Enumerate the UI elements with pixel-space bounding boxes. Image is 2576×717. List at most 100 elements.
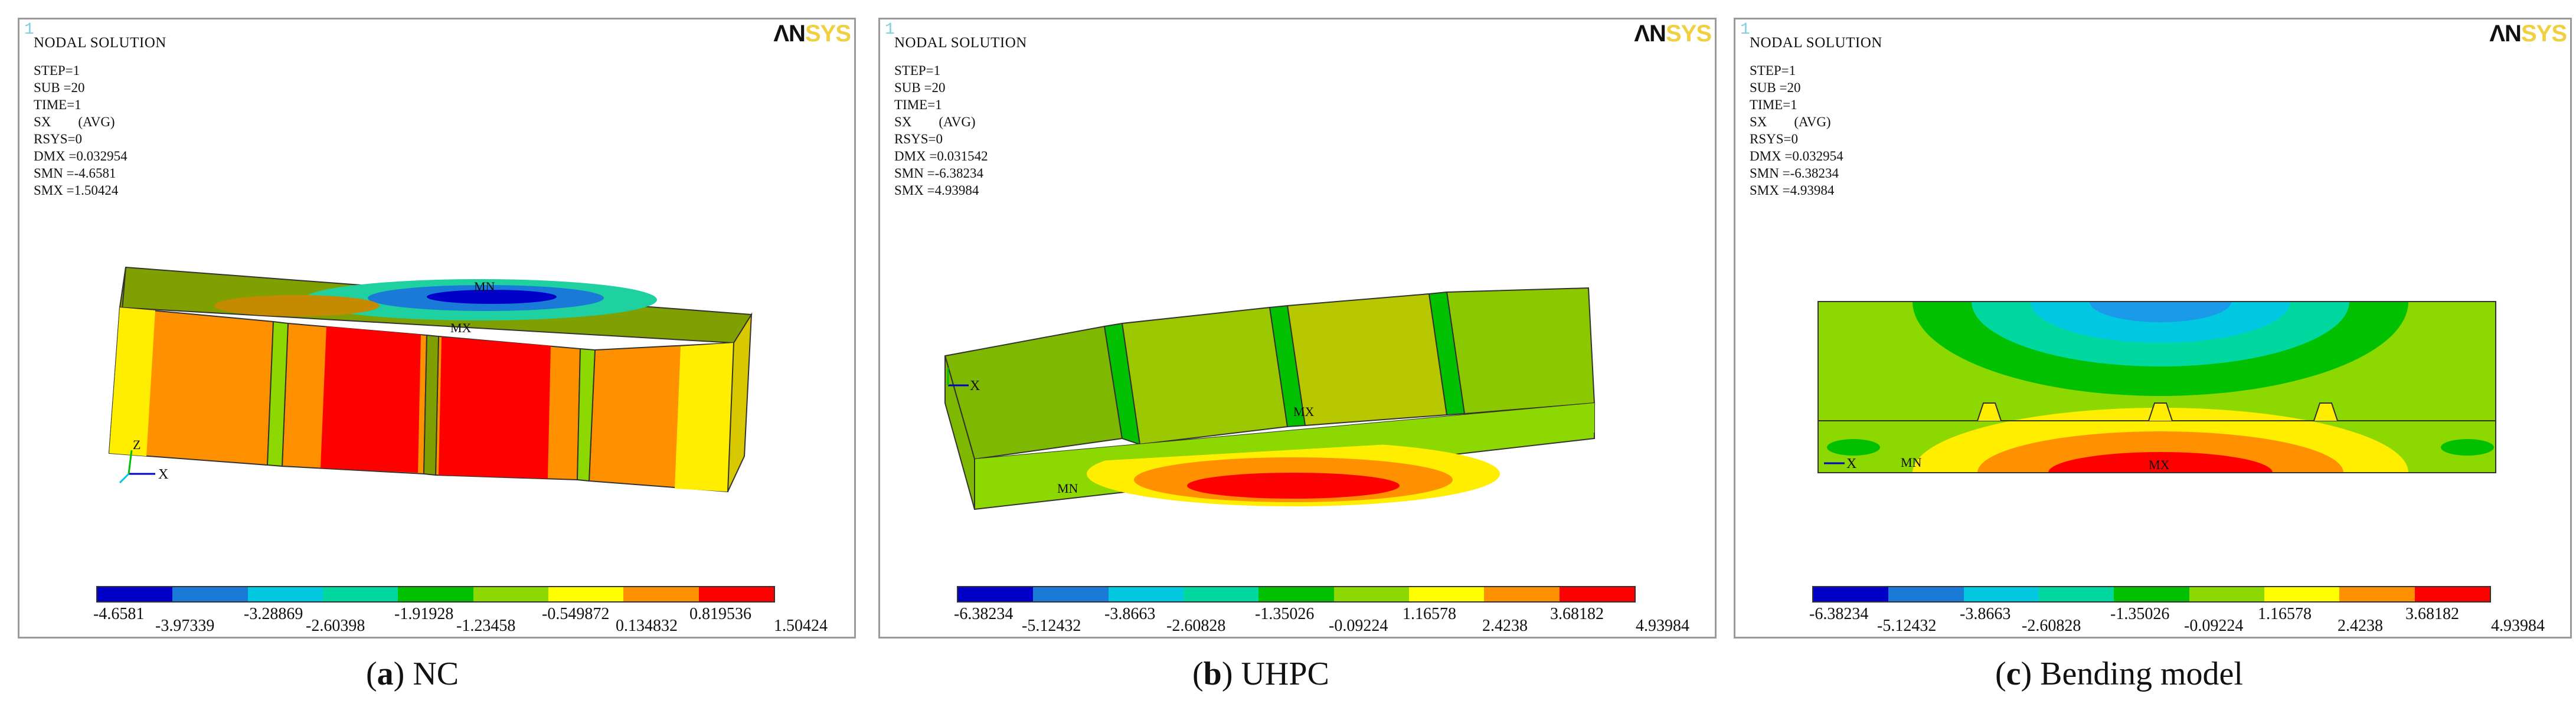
legend-band (2339, 587, 2415, 601)
legend-band (97, 587, 173, 601)
legend-band (2264, 587, 2340, 601)
window-number: 1 (885, 21, 895, 39)
legend-band (1559, 587, 1634, 601)
legend-band (473, 587, 548, 601)
legend-band (1813, 587, 1889, 601)
axis-x-label: X (158, 467, 168, 482)
caption-c: (c) Bending model (1995, 656, 2243, 692)
legend-tick: -2.60398 (306, 617, 365, 635)
sub-text: SUB =20 (34, 80, 85, 95)
axis-x-label: X (970, 378, 980, 394)
step-text: STEP=1 (34, 63, 80, 78)
legend-band (1963, 587, 2039, 601)
legend-band (2114, 587, 2189, 601)
mn-label: MN (1901, 455, 1922, 470)
sub-text: SUB =20 (1750, 80, 1801, 95)
legend-tick: -0.09224 (1329, 617, 1388, 635)
window-number: 1 (24, 21, 34, 39)
legend-tick: -5.12432 (1022, 617, 1081, 635)
legend-tick: 0.134832 (616, 617, 678, 635)
legend-tick: -3.28869 (244, 605, 303, 623)
stress-contour-model: MN MX X (1817, 301, 2496, 473)
solution-info: STEP=1 SUB =20 TIME=1 SX (AVG) RSYS=0 DM… (1750, 62, 1843, 199)
legend-band (247, 587, 323, 601)
legend-band (548, 587, 624, 601)
mx-label: MX (2149, 457, 2170, 472)
ansys-logo: ΛNSYS (1634, 21, 1712, 47)
legend-band (1183, 587, 1259, 601)
legend-band (322, 587, 398, 601)
ansys-logo: ΛNSYS (773, 21, 851, 47)
sx-text: SX (AVG) (1750, 114, 1831, 129)
step-text: STEP=1 (894, 63, 941, 78)
sx-text: SX (AVG) (894, 114, 976, 129)
mn-label: MN (1057, 481, 1078, 496)
stress-contour-model: MN MX X Z (108, 266, 753, 493)
smx-text: SMX =4.93984 (894, 183, 979, 198)
smx-text: SMX =4.93984 (1750, 183, 1835, 198)
time-text: TIME=1 (34, 97, 81, 112)
legend-tick: -1.91928 (394, 605, 454, 623)
legend-tick: 4.93984 (2491, 617, 2545, 635)
dmx-text: DMX =0.032954 (34, 149, 128, 163)
axis-x-label: X (1846, 456, 1856, 472)
legend-tick: -6.38234 (954, 605, 1014, 623)
legend-band (2189, 587, 2264, 601)
legend-tick: -0.09224 (2184, 617, 2244, 635)
axis-z-label: Z (133, 437, 140, 452)
legend-tick: -3.8663 (1104, 605, 1156, 623)
rsys-text: RSYS=0 (894, 132, 943, 146)
legend-tick: -3.8663 (1960, 605, 2011, 623)
legend-band (1888, 587, 1964, 601)
smn-text: SMN =-6.38234 (894, 166, 983, 181)
solution-info: STEP=1 SUB =20 TIME=1 SX (AVG) RSYS=0 DM… (34, 62, 128, 199)
color-legend-bar (957, 586, 1636, 603)
caption-a: (a) NC (366, 656, 459, 692)
legend-tick: -0.549872 (542, 605, 610, 623)
dmx-text: DMX =0.032954 (1750, 149, 1843, 163)
legend-band (623, 587, 699, 601)
legend-tick: 1.16578 (1403, 605, 1456, 623)
mx-label: MX (450, 320, 472, 335)
legend-band (172, 587, 248, 601)
legend-tick: 1.50424 (774, 617, 828, 635)
legend-tick: 2.4238 (2338, 617, 2383, 635)
mn-label: MN (474, 279, 495, 294)
ansys-logo: ΛNSYS (2489, 21, 2567, 47)
legend-band (2038, 587, 2114, 601)
sx-text: SX (AVG) (34, 114, 115, 129)
panel-bending-model: 1 NODAL SOLUTION ΛNSYS STEP=1 SUB =20 TI… (1734, 18, 2572, 639)
legend-band (1258, 587, 1334, 601)
solution-info: STEP=1 SUB =20 TIME=1 SX (AVG) RSYS=0 DM… (894, 62, 988, 199)
panel-uhpc: 1 NODAL SOLUTION ΛNSYS STEP=1 SUB =20 TI… (878, 18, 1717, 639)
legend-tick: 4.93984 (1636, 617, 1689, 635)
step-text: STEP=1 (1750, 63, 1796, 78)
mx-label: MX (1293, 404, 1315, 419)
legend-tick: 1.16578 (2258, 605, 2312, 623)
legend-tick: -1.35026 (2110, 605, 2170, 623)
color-legend-bar (1812, 586, 2491, 603)
color-legend-bar (96, 586, 775, 603)
smx-text: SMX =1.50424 (34, 183, 119, 198)
legend-tick: -2.60828 (2022, 617, 2081, 635)
legend-tick: -2.60828 (1166, 617, 1226, 635)
legend-band (1033, 587, 1109, 601)
plot-title: NODAL SOLUTION (894, 35, 1027, 51)
legend-tick: 0.819536 (689, 605, 751, 623)
legend-tick: 2.4238 (1482, 617, 1528, 635)
rsys-text: RSYS=0 (1750, 132, 1799, 146)
smn-text: SMN =-6.38234 (1750, 166, 1839, 181)
caption-b: (b) UHPC (1192, 656, 1329, 692)
legend-band (958, 587, 1034, 601)
legend-tick: -4.6581 (93, 605, 145, 623)
stress-contour-model: MN MX X (944, 287, 1596, 510)
rsys-text: RSYS=0 (34, 132, 83, 146)
smn-text: SMN =-4.6581 (34, 166, 116, 181)
time-text: TIME=1 (894, 97, 942, 112)
legend-tick: 3.68182 (2405, 605, 2459, 623)
plot-title: NODAL SOLUTION (1750, 35, 1882, 51)
legend-band (1408, 587, 1485, 601)
plot-title: NODAL SOLUTION (34, 35, 166, 51)
legend-tick: -1.35026 (1255, 605, 1315, 623)
sub-text: SUB =20 (894, 80, 946, 95)
